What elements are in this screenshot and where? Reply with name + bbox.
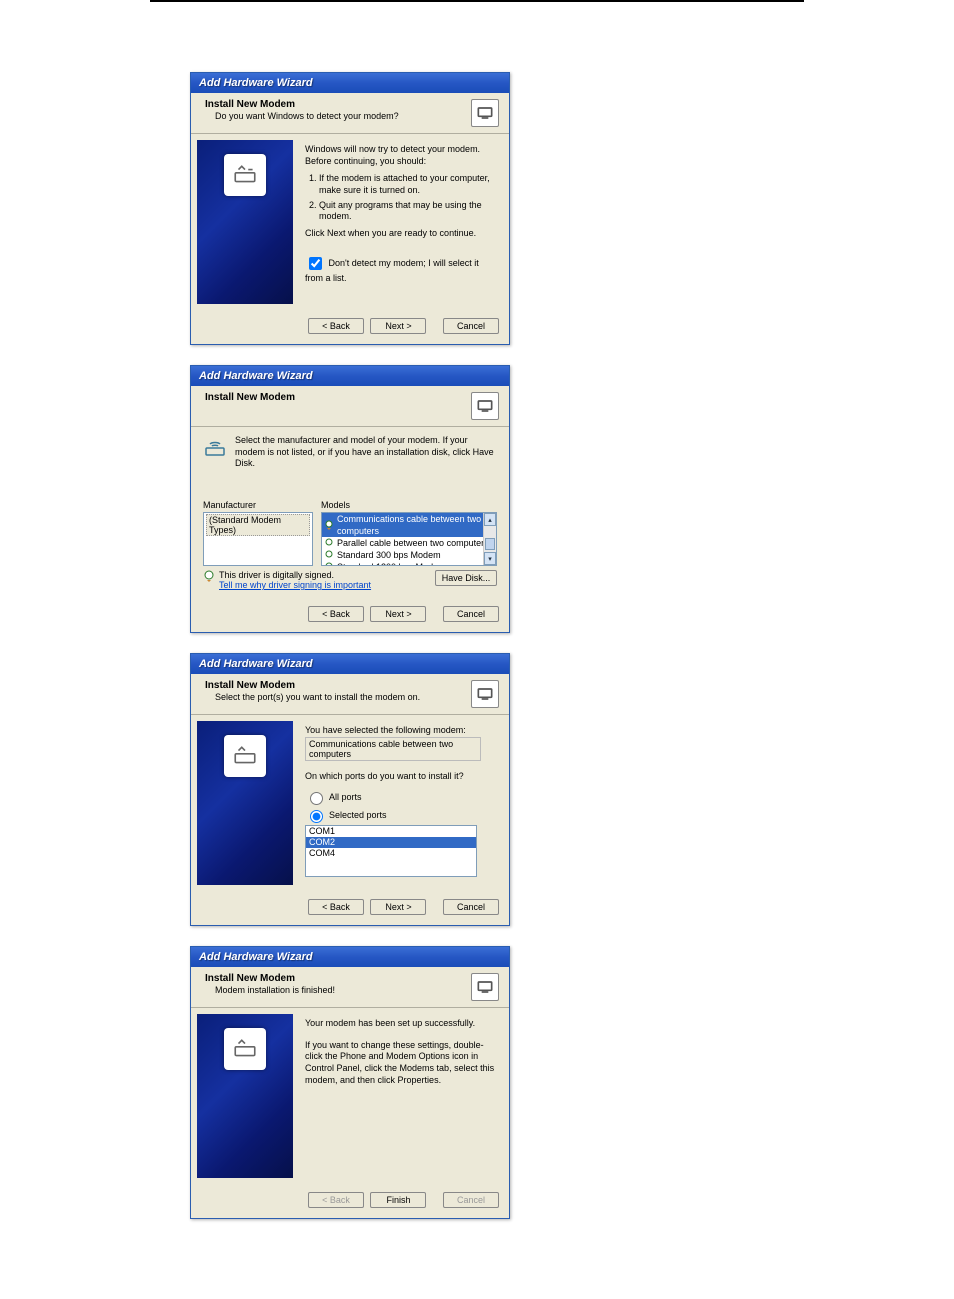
titlebar: Add Hardware Wizard <box>191 73 509 93</box>
wizard-dialog-finished: Add Hardware Wizard Install New Modem Mo… <box>190 946 510 1219</box>
model-item[interactable]: Standard 300 bps Modem <box>322 549 496 561</box>
scroll-up-arrow[interactable]: ▴ <box>484 513 496 526</box>
selected-ports-radio[interactable] <box>310 810 323 823</box>
selected-modem-label: You have selected the following modem: <box>305 725 497 735</box>
back-button: < Back <box>308 1192 364 1208</box>
hint-text: If you want to change these settings, do… <box>305 1040 497 1087</box>
button-row: < Back Next > Cancel <box>191 891 509 925</box>
button-row: < Back Next > Cancel <box>191 310 509 344</box>
dialog-title: Install New Modem <box>205 99 471 110</box>
model-item[interactable]: Standard 1200 bps Modem <box>322 561 496 566</box>
dialog-content: Your modem has been set up successfully.… <box>299 1008 509 1184</box>
cancel-button[interactable]: Cancel <box>443 899 499 915</box>
back-button[interactable]: < Back <box>308 899 364 915</box>
instruction-text: Select the manufacturer and model of you… <box>235 435 497 470</box>
model-item-selected[interactable]: Communications cable between two compute… <box>322 513 496 537</box>
selected-modem-field: Communications cable between two compute… <box>305 737 481 761</box>
scrollbar[interactable]: ▴ ▾ <box>483 513 496 565</box>
all-ports-radio[interactable] <box>310 792 323 805</box>
success-text: Your modem has been set up successfully. <box>305 1018 497 1030</box>
modem-icon <box>224 735 266 777</box>
back-button[interactable]: < Back <box>308 318 364 334</box>
manufacturer-item[interactable]: (Standard Modem Types) <box>206 514 310 536</box>
wizard-dialog-detect: Add Hardware Wizard Install New Modem Do… <box>190 72 510 345</box>
button-row: < Back Finish Cancel <box>191 1184 509 1218</box>
dialog-title: Install New Modem <box>205 680 471 691</box>
dialog-subtitle: Modem installation is finished! <box>215 985 471 995</box>
hardware-icon <box>471 973 499 1001</box>
wizard-side-image <box>197 721 293 885</box>
modem-small-icon <box>203 435 227 461</box>
cert-icon <box>324 520 334 530</box>
wizard-side-image <box>197 1014 293 1178</box>
cancel-button: Cancel <box>443 1192 499 1208</box>
dialog-title: Install New Modem <box>205 973 471 984</box>
signed-text: This driver is digitally signed. <box>219 570 371 580</box>
manufacturer-label: Manufacturer <box>203 500 313 510</box>
titlebar: Add Hardware Wizard <box>191 366 509 386</box>
signing-link[interactable]: Tell me why driver signing is important <box>219 580 371 590</box>
titlebar: Add Hardware Wizard <box>191 654 509 674</box>
intro-text: Windows will now try to detect your mode… <box>305 144 497 167</box>
cert-icon <box>324 550 334 560</box>
dialog-subtitle: Do you want Windows to detect your modem… <box>215 111 471 121</box>
model-item[interactable]: Parallel cable between two computers <box>322 537 496 549</box>
hardware-icon <box>471 392 499 420</box>
dialog-content: Windows will now try to detect your mode… <box>299 134 509 310</box>
button-row: < Back Next > Cancel <box>191 598 509 632</box>
wizard-dialog-select-model: Add Hardware Wizard Install New Modem Se… <box>190 365 510 633</box>
back-button[interactable]: < Back <box>308 606 364 622</box>
ports-listbox[interactable]: COM1 COM2 COM4 <box>305 825 477 877</box>
checkbox-label: Don't detect my modem; I will select it … <box>305 258 479 283</box>
wizard-side-image <box>197 140 293 304</box>
port-item-selected[interactable]: COM2 <box>306 837 476 848</box>
have-disk-button[interactable]: Have Disk... <box>435 570 497 586</box>
wizard-dialog-select-port: Add Hardware Wizard Install New Modem Se… <box>190 653 510 926</box>
hardware-icon <box>471 680 499 708</box>
cert-icon <box>324 538 334 548</box>
step-2: Quit any programs that may be using the … <box>319 200 497 223</box>
next-button[interactable]: Next > <box>370 899 426 915</box>
hardware-icon <box>471 99 499 127</box>
cert-icon <box>324 562 334 566</box>
modem-icon <box>224 154 266 196</box>
step-1: If the modem is attached to your compute… <box>319 173 497 196</box>
ready-text: Click Next when you are ready to continu… <box>305 228 497 240</box>
port-item[interactable]: COM1 <box>306 826 476 837</box>
cancel-button[interactable]: Cancel <box>443 606 499 622</box>
scroll-thumb[interactable] <box>485 538 495 550</box>
ports-question: On which ports do you want to install it… <box>305 771 497 783</box>
dont-detect-checkbox[interactable] <box>309 257 322 270</box>
next-button[interactable]: Next > <box>370 606 426 622</box>
manufacturer-listbox[interactable]: (Standard Modem Types) <box>203 512 313 566</box>
dialog-content: You have selected the following modem: C… <box>299 715 509 891</box>
dialog-title: Install New Modem <box>205 392 471 403</box>
cancel-button[interactable]: Cancel <box>443 318 499 334</box>
signed-icon <box>203 570 215 582</box>
titlebar: Add Hardware Wizard <box>191 947 509 967</box>
scroll-down-arrow[interactable]: ▾ <box>484 552 496 565</box>
next-button[interactable]: Next > <box>370 318 426 334</box>
port-item[interactable]: COM4 <box>306 848 476 859</box>
finish-button[interactable]: Finish <box>370 1192 426 1208</box>
models-listbox[interactable]: Communications cable between two compute… <box>321 512 497 566</box>
models-label: Models <box>321 500 497 510</box>
modem-icon <box>224 1028 266 1070</box>
dialog-subtitle: Select the port(s) you want to install t… <box>215 692 471 702</box>
